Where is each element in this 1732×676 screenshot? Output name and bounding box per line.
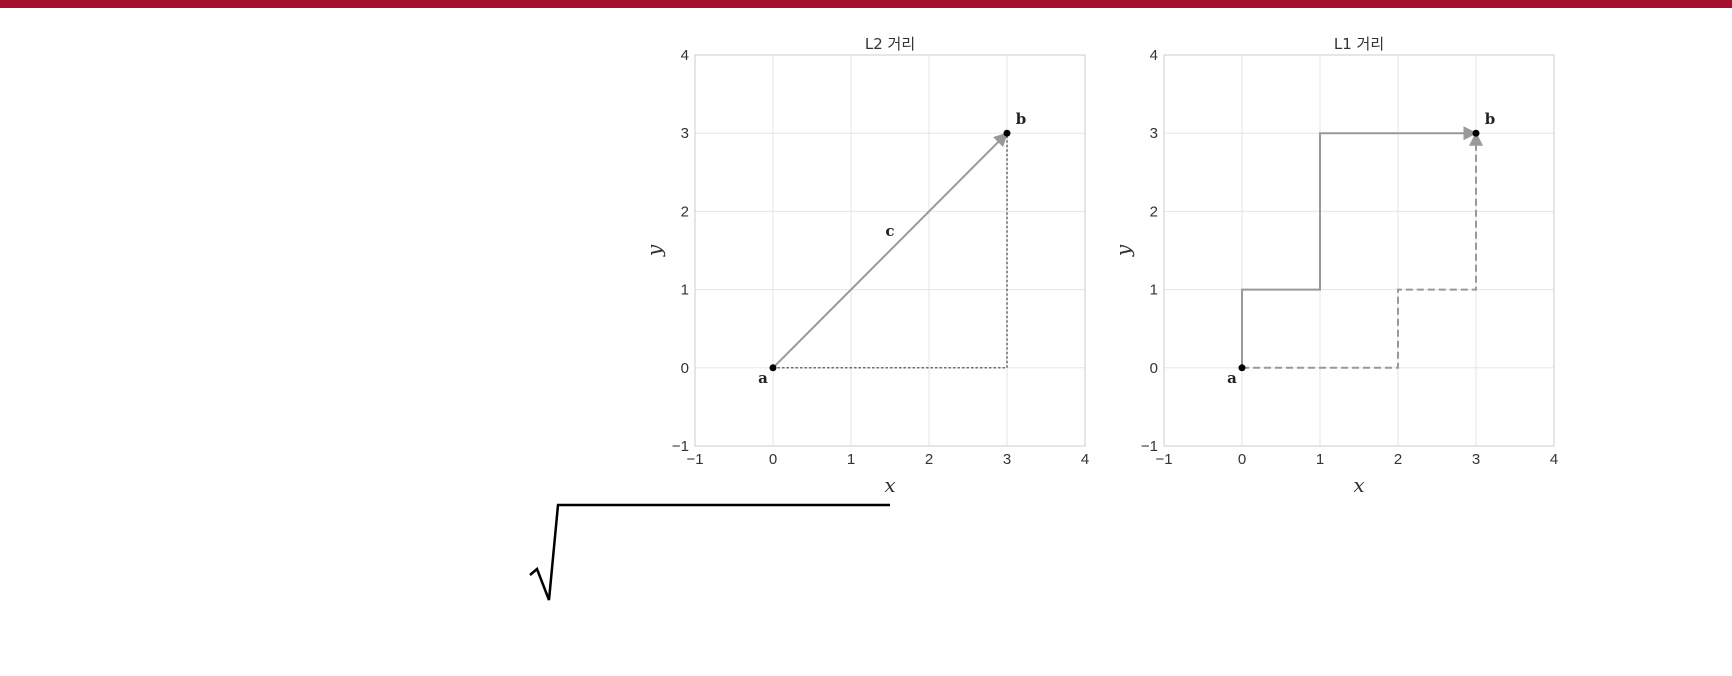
l2-distance-chart: L2 거리 −1 0 1 2 3 4 −1 0 1 2 3 4 x y a b c	[640, 26, 1100, 497]
vector-label-c: c	[885, 222, 894, 240]
point-a	[1238, 364, 1246, 372]
y-tick-label: 1	[1150, 282, 1158, 299]
x-tick-label: −1	[1155, 451, 1172, 468]
square-root-sign	[520, 497, 900, 611]
x-tick-label: 1	[1316, 451, 1324, 468]
series-path-dotted	[773, 133, 1008, 369]
x-tick-label: 2	[925, 451, 933, 468]
x-tick-label: 4	[1081, 451, 1089, 468]
x-axis-label: x	[884, 473, 895, 497]
series-path-solid-arrow	[772, 132, 1008, 369]
x-tick-label: 4	[1550, 451, 1558, 468]
series-path-solid-arrow	[1241, 126, 1478, 368]
y-tick-label: −1	[672, 438, 689, 455]
y-tick-label: 1	[681, 282, 689, 299]
point-label-b: b	[1016, 110, 1027, 128]
plot-frame	[1163, 54, 1555, 447]
point-label-a: a	[1227, 369, 1237, 387]
point-label-b: b	[1485, 110, 1496, 128]
y-axis-label: y	[642, 244, 666, 257]
chart-title: L2 거리	[865, 35, 915, 53]
point-b	[1472, 129, 1480, 137]
point-label-a: a	[758, 369, 768, 387]
x-tick-label: 3	[1003, 451, 1011, 468]
x-tick-label: 3	[1472, 451, 1480, 468]
y-tick-label: 2	[1150, 203, 1158, 220]
y-tick-label: −1	[1141, 438, 1158, 455]
l1-distance-chart: L1 거리 −1 0 1 2 3 4 −1 0 1 2 3 4 x y a b	[1109, 26, 1569, 497]
y-tick-label: 3	[1150, 125, 1158, 142]
plot-frame	[694, 54, 1086, 447]
l1-chart-svg: L1 거리 −1 0 1 2 3 4 −1 0 1 2 3 4 x y a b	[1111, 35, 1558, 497]
x-tick-label: 0	[769, 451, 777, 468]
y-tick-label: 2	[681, 203, 689, 220]
y-tick-label: 4	[1150, 47, 1158, 64]
series-path-dashed-arrow	[1242, 131, 1483, 369]
square-root-glyph	[529, 503, 890, 601]
x-tick-label: 2	[1394, 451, 1402, 468]
y-tick-label: 0	[681, 360, 689, 377]
top-accent-bar	[0, 0, 1732, 8]
x-tick-label: 0	[1238, 451, 1246, 468]
x-axis-label: x	[1353, 473, 1364, 497]
y-tick-label: 0	[1150, 360, 1158, 377]
point-b	[1003, 129, 1011, 137]
point-a	[769, 364, 777, 372]
l2-chart-svg: L2 거리 −1 0 1 2 3 4 −1 0 1 2 3 4 x y a b c	[642, 35, 1089, 497]
y-axis-label: y	[1111, 244, 1135, 257]
y-tick-label: 4	[681, 47, 689, 64]
x-tick-label: 1	[847, 451, 855, 468]
chart-title: L1 거리	[1334, 35, 1384, 53]
y-tick-label: 3	[681, 125, 689, 142]
x-tick-label: −1	[686, 451, 703, 468]
